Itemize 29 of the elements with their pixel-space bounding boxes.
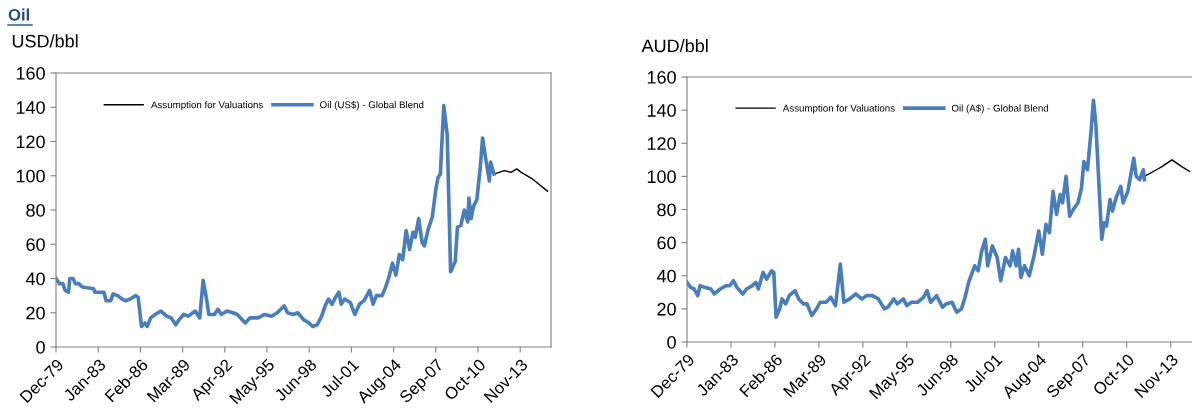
y-tick-label: 100 (16, 169, 45, 183)
y-tick-label: 60 (26, 238, 45, 251)
y-tick-label: 40 (656, 269, 676, 283)
y-tick-label: 80 (657, 203, 676, 217)
y-tick-label: 60 (657, 236, 676, 250)
y-tick-label: 120 (16, 135, 45, 149)
line-series (56, 103, 496, 329)
y-tick-label: 140 (647, 104, 676, 117)
y-axis-title: USD/bbl (12, 34, 78, 48)
legend-label: Oil (A$) - Global Blend (951, 104, 1049, 114)
y-tick-label: 160 (647, 70, 676, 84)
line-series (493, 168, 549, 192)
y-tick-label: 40 (25, 272, 45, 286)
y-axis-title: AUD/bbl (641, 38, 708, 53)
y-tick-label: 20 (26, 306, 45, 320)
y-tick-label: 100 (647, 170, 676, 184)
y-tick-label: 0 (667, 335, 676, 349)
line-series (687, 98, 1147, 319)
y-tick-label: 120 (647, 137, 676, 150)
y-tick-label: 0 (36, 340, 45, 354)
y-tick-label: 160 (16, 66, 45, 80)
y-tick-label: 140 (16, 101, 45, 114)
legend-label: Assumption for Valuations (151, 101, 263, 111)
y-tick-label: 20 (657, 302, 676, 316)
line-series (1143, 159, 1191, 178)
legend-label: Assumption for Valuations (782, 104, 895, 114)
legend-label: Oil (US$) - Global Blend (320, 100, 424, 111)
y-tick-label: 80 (26, 203, 45, 217)
chart-title: Oil (8, 8, 30, 21)
